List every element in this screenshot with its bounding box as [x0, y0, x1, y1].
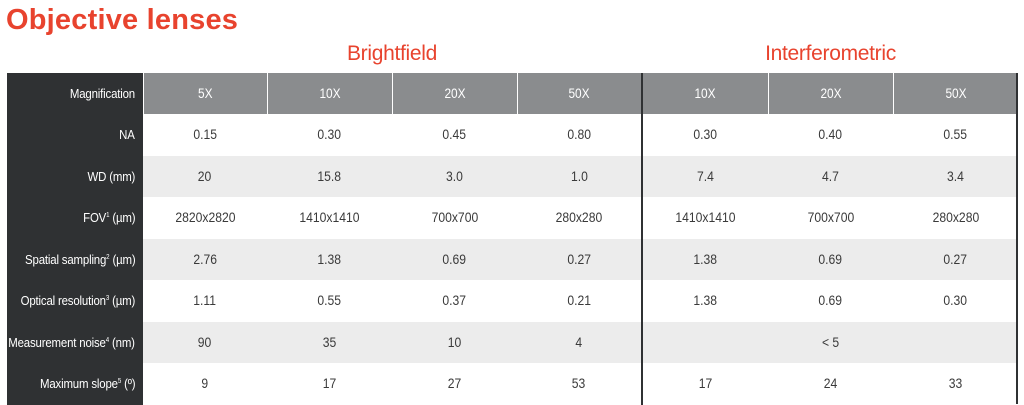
- header-if-0: 10X: [643, 73, 768, 114]
- brightfield-value-cell: 27: [392, 363, 517, 405]
- row-label: NA: [7, 114, 143, 156]
- brightfield-value-cell: 3.0: [392, 155, 517, 197]
- row-label-text: Measurement noise: [8, 334, 106, 350]
- brightfield-value-cell: 2.76: [143, 238, 267, 280]
- row-unit: (µm): [108, 251, 135, 267]
- interferometric-value-cell: < 5: [643, 321, 1018, 363]
- brightfield-value-cell: 17: [267, 363, 392, 405]
- brightfield-value-cell: 1410x1410: [267, 197, 392, 239]
- interferometric-value-cell: 24: [768, 363, 893, 405]
- interferometric-value-cell: 1.38: [643, 280, 768, 322]
- group-separator: [641, 363, 643, 405]
- row-label-text: NA: [119, 127, 135, 143]
- header-row-label: Magnification: [7, 73, 143, 114]
- brightfield-value-cell: 0.15: [143, 114, 267, 156]
- brightfield-value-cell: 0.69: [392, 238, 517, 280]
- header-bf-2: 20X: [392, 73, 517, 114]
- interferometric-value-cell: 1410x1410: [643, 197, 768, 239]
- interferometric-value-cell: 0.40: [768, 114, 893, 156]
- row-unit: (nm): [109, 334, 135, 350]
- brightfield-value-cell: 700x700: [392, 197, 517, 239]
- brightfield-value-cell: 1.0: [517, 155, 641, 197]
- table-right-edge: [1016, 73, 1018, 404]
- footnote-marker: 5: [117, 378, 121, 386]
- interferometric-value-cell: 0.27: [893, 238, 1018, 280]
- group-separator: [641, 155, 643, 197]
- header-bf-0: 5X: [143, 73, 267, 114]
- brightfield-value-cell: 35: [267, 321, 392, 363]
- group-separator: [641, 280, 643, 322]
- interferometric-value-cell: 700x700: [768, 197, 893, 239]
- interferometric-value-cell: 33: [893, 363, 1018, 405]
- interferometric-group-title: Interferometric: [765, 42, 896, 65]
- brightfield-value-cell: 0.45: [392, 114, 517, 156]
- brightfield-value-cell: 280x280: [517, 197, 641, 239]
- group-separator: [641, 73, 643, 114]
- header-if-2: 50X: [893, 73, 1018, 114]
- interferometric-value-cell: 0.30: [893, 280, 1018, 322]
- group-separator: [641, 114, 643, 156]
- brightfield-value-cell: 53: [517, 363, 641, 405]
- interferometric-value-cell: 280x280: [893, 197, 1018, 239]
- row-label-text: Optical resolution: [20, 293, 106, 309]
- brightfield-value-cell: 4: [517, 321, 641, 363]
- brightfield-value-cell: 20: [143, 155, 267, 197]
- row-label: Maximum slope5 (º): [7, 363, 143, 405]
- brightfield-value-cell: 15.8: [267, 155, 392, 197]
- footnote-marker: 1: [105, 212, 109, 220]
- brightfield-value-cell: 0.55: [267, 280, 392, 322]
- interferometric-value-cell: 4.7: [768, 155, 893, 197]
- row-label: Spatial sampling2 (µm): [7, 238, 143, 280]
- brightfield-value-cell: 9: [143, 363, 267, 405]
- row-unit: (µm): [108, 210, 135, 226]
- group-separator: [641, 197, 643, 239]
- row-label-text: WD: [87, 168, 107, 184]
- row-label: WD (mm): [7, 155, 143, 197]
- row-label: FOV1 (µm): [7, 197, 143, 239]
- interferometric-value-cell: 3.4: [893, 155, 1018, 197]
- row-label: Measurement noise4 (nm): [7, 321, 143, 363]
- footnote-marker: 4: [105, 336, 110, 344]
- interferometric-value-cell: 1.38: [643, 238, 768, 280]
- row-unit: (º): [120, 376, 135, 392]
- interferometric-value-cell: 7.4: [643, 155, 768, 197]
- brightfield-value-cell: 0.30: [267, 114, 392, 156]
- brightfield-value-cell: 0.37: [392, 280, 517, 322]
- interferometric-value-cell: 0.55: [893, 114, 1018, 156]
- header-if-1: 20X: [768, 73, 893, 114]
- brightfield-value-cell: 0.80: [517, 114, 641, 156]
- brightfield-value-cell: 0.27: [517, 238, 641, 280]
- row-unit: (mm): [106, 168, 135, 184]
- page-title: Objective lenses: [6, 4, 239, 36]
- brightfield-value-cell: 10: [392, 321, 517, 363]
- interferometric-value-cell: 17: [643, 363, 768, 405]
- group-separator: [641, 321, 643, 363]
- row-unit: (µm): [108, 293, 135, 309]
- brightfield-value-cell: 0.21: [517, 280, 641, 322]
- group-separator: [641, 238, 643, 280]
- row-label-text: FOV: [82, 210, 106, 226]
- brightfield-value-cell: 1.38: [267, 238, 392, 280]
- header-bf-1: 10X: [267, 73, 392, 114]
- footnote-marker: 2: [105, 253, 109, 261]
- brightfield-value-cell: 2820x2820: [143, 197, 267, 239]
- row-label: Optical resolution3 (µm): [7, 280, 143, 322]
- brightfield-value-cell: 90: [143, 321, 267, 363]
- header-bf-3: 50X: [517, 73, 641, 114]
- interferometric-value-cell: 0.30: [643, 114, 768, 156]
- objective-lenses-table: Magnification 5X 10X 20X 50X 10X 20X 50X…: [7, 73, 1018, 405]
- brightfield-group-title: Brightfield: [346, 42, 438, 65]
- interferometric-value-cell: 0.69: [768, 238, 893, 280]
- footnote-marker: 3: [105, 295, 109, 303]
- row-label-text: Maximum slope: [39, 376, 118, 392]
- interferometric-value-cell: 0.69: [768, 280, 893, 322]
- row-label-text: Spatial sampling: [24, 251, 106, 267]
- brightfield-value-cell: 1.11: [143, 280, 267, 322]
